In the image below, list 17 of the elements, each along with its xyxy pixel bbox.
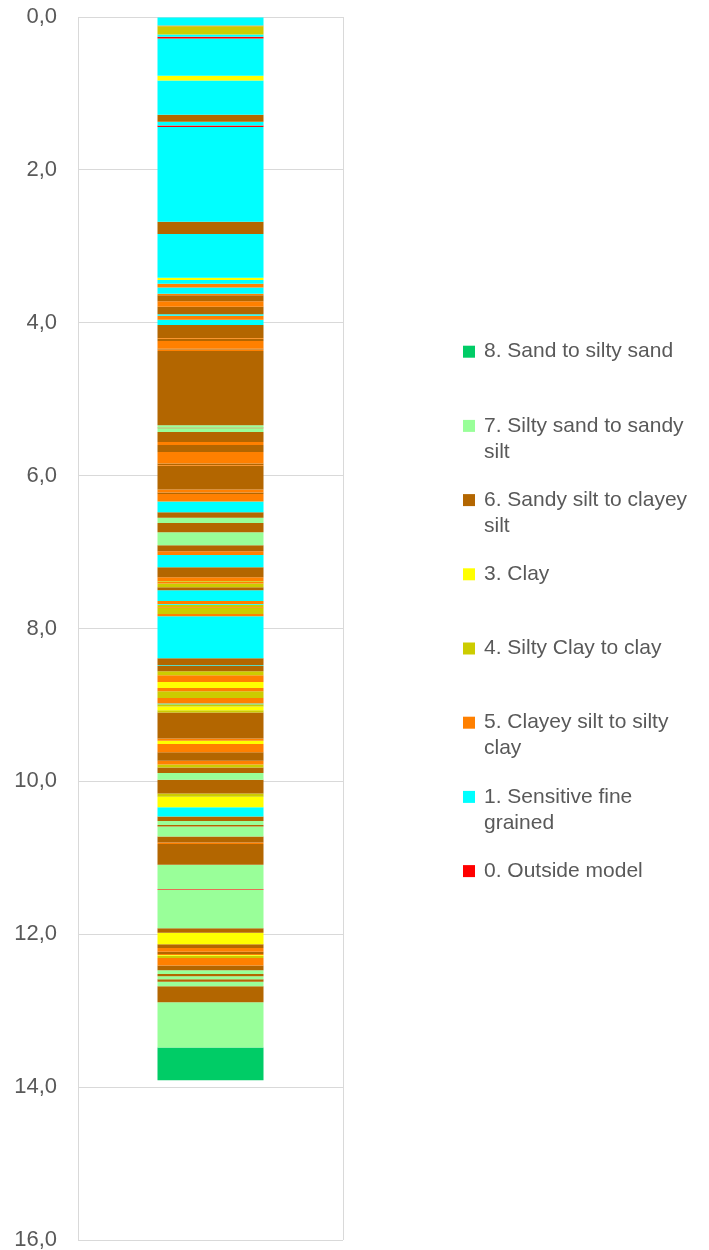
y-tick-label: 0,0 bbox=[26, 3, 57, 29]
y-tick-label: 14,0 bbox=[14, 1073, 57, 1099]
legend-label: 8. Sand to silty sand bbox=[484, 338, 674, 362]
legend-label: 0. Outside model bbox=[484, 857, 643, 881]
y-tick-label: 12,0 bbox=[14, 920, 57, 946]
y-tick-label: 6,0 bbox=[26, 461, 57, 487]
y-tick-label: 8,0 bbox=[26, 614, 57, 640]
legend-label: 6. Sandy silt to clayey silt bbox=[484, 486, 688, 536]
legend-label: 1. Sensitive fine grained bbox=[484, 783, 633, 833]
legend-label: 5. Clayey silt to silty clay bbox=[484, 709, 669, 759]
y-tick-label: 10,0 bbox=[14, 767, 57, 793]
y-tick-label: 16,0 bbox=[14, 1226, 57, 1250]
y-tick-label: 4,0 bbox=[26, 308, 57, 334]
y-tick-label: 2,0 bbox=[26, 155, 57, 181]
legend-label: 3. Clay bbox=[484, 561, 550, 585]
legend-label: 7. Silty sand to sandy silt bbox=[484, 412, 685, 462]
legend-label: 4. Silty Clay to clay bbox=[484, 635, 662, 659]
